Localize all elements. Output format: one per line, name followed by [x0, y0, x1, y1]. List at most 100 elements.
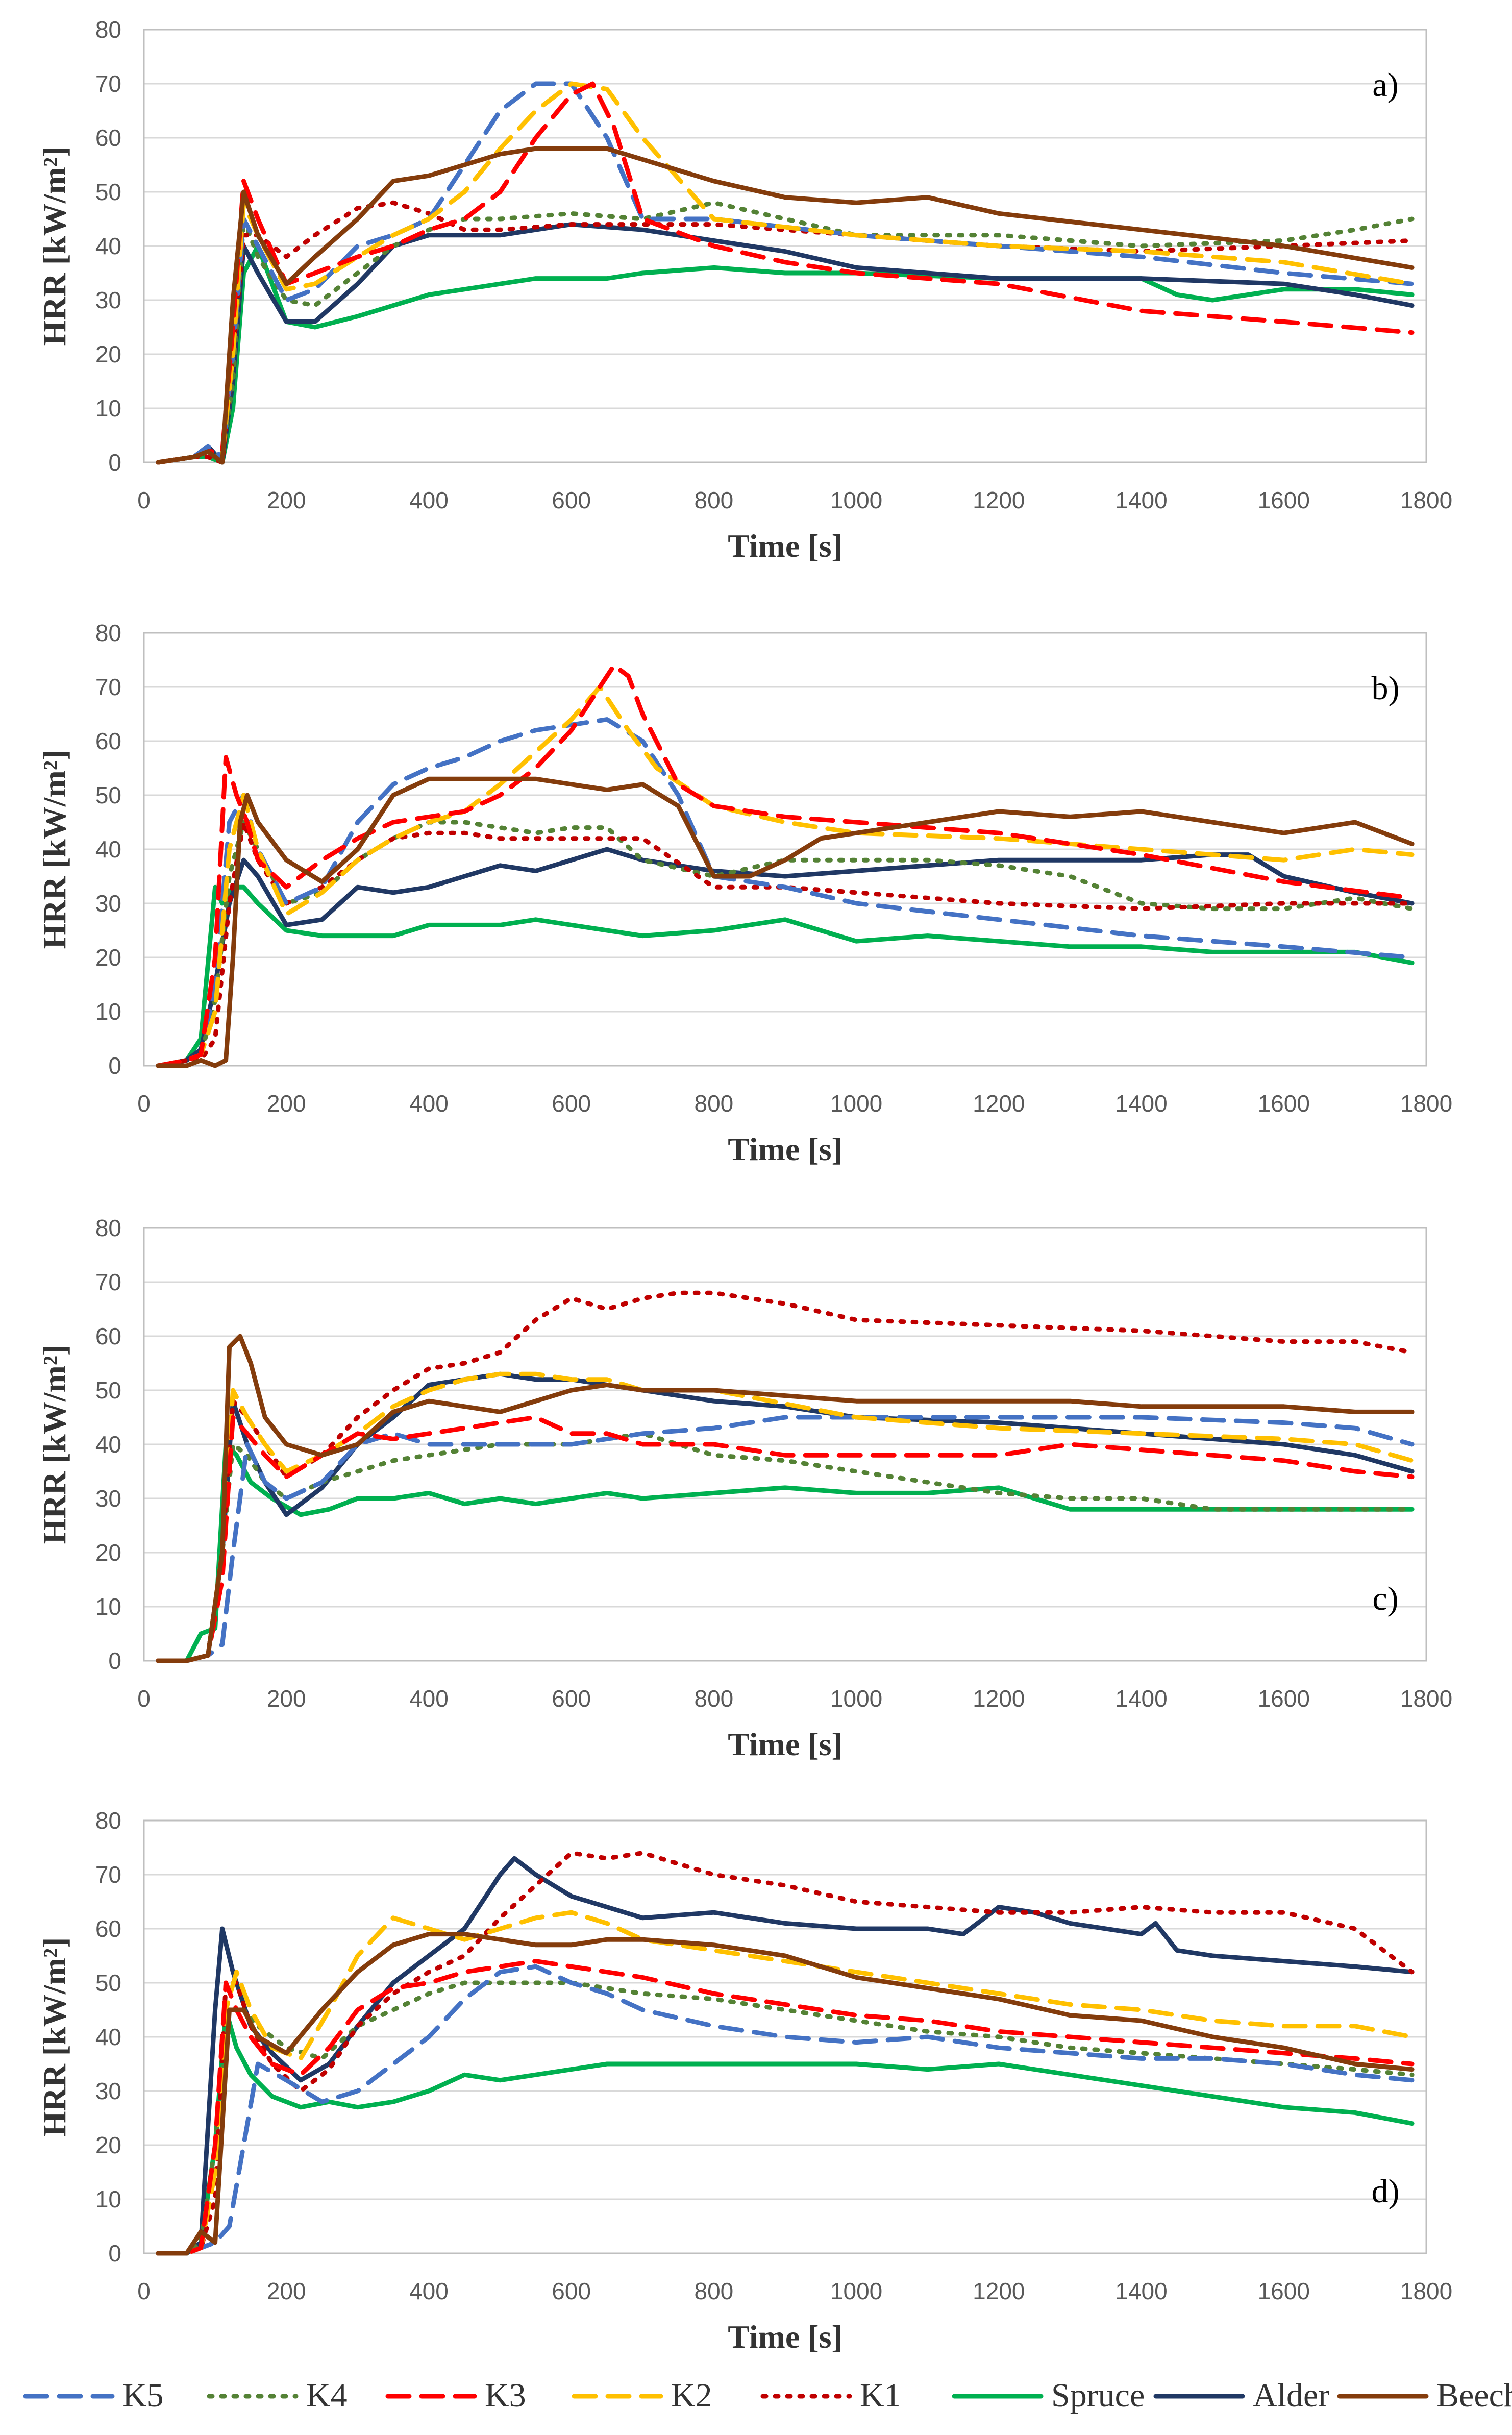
x-tick-label: 200: [267, 1685, 306, 1712]
x-tick-label: 1800: [1400, 2278, 1452, 2304]
series-line-k1: [156, 820, 1415, 1068]
series-line-spruce: [156, 2007, 1415, 2256]
x-tick-label: 1800: [1400, 487, 1452, 513]
series-line-k1: [156, 200, 1415, 465]
series-line-k5: [156, 1964, 1415, 2256]
plot-frame: [143, 632, 1427, 1067]
series-line-k1: [156, 1290, 1415, 1663]
y-tick-label: 10: [95, 998, 121, 1025]
y-tick-label: 0: [108, 449, 121, 476]
x-tick-label: 0: [137, 2278, 151, 2304]
y-tick-label: 30: [95, 287, 121, 313]
legend-label-k2: K2: [671, 2377, 712, 2414]
legend-label-beech: Beech: [1436, 2377, 1512, 2414]
x-tick-label: 1200: [973, 1685, 1025, 1712]
x-tick-label: 0: [137, 1685, 151, 1712]
x-tick-label: 800: [695, 1090, 734, 1117]
series-line-beech: [156, 776, 1415, 1068]
series-line-beech: [156, 1334, 1415, 1663]
series-line-spruce: [156, 1442, 1415, 1663]
series-line-k3: [156, 663, 1415, 1068]
series-line-k2: [156, 1910, 1415, 2256]
panel-label: a): [1372, 66, 1398, 104]
y-axis-title: HRR [kW/m²]: [36, 750, 72, 949]
y-tick-label: 60: [95, 728, 121, 754]
y-tick-label: 30: [95, 1485, 121, 1512]
y-tick-label: 40: [95, 233, 121, 259]
x-tick-label: 1000: [830, 1090, 882, 1117]
y-tick-label: 80: [95, 1215, 121, 1241]
y-tick-label: 20: [95, 1539, 121, 1566]
x-tick-label: 1400: [1115, 1685, 1167, 1712]
x-tick-label: 400: [409, 2278, 449, 2304]
y-tick-label: 50: [95, 179, 121, 205]
series-line-alder: [156, 1856, 1415, 2256]
x-axis-title: Time [s]: [728, 2319, 842, 2355]
y-tick-label: 50: [95, 1970, 121, 1996]
series-line-alder: [156, 222, 1415, 465]
x-tick-label: 400: [409, 1685, 449, 1712]
panel-label: b): [1372, 670, 1400, 707]
x-axis-title: Time [s]: [728, 528, 842, 564]
x-tick-label: 0: [137, 487, 151, 513]
legend-label-alder: Alder: [1253, 2377, 1329, 2414]
y-tick-label: 50: [95, 1377, 121, 1404]
x-tick-label: 200: [267, 1090, 306, 1117]
x-tick-label: 1000: [830, 487, 882, 513]
y-tick-label: 50: [95, 782, 121, 808]
x-tick-label: 1600: [1258, 487, 1310, 513]
y-tick-label: 40: [95, 2024, 121, 2050]
series-line-k4: [156, 200, 1415, 465]
x-tick-label: 200: [267, 487, 306, 513]
y-tick-label: 30: [95, 890, 121, 917]
y-tick-label: 60: [95, 1915, 121, 1942]
x-tick-label: 400: [409, 487, 449, 513]
x-tick-label: 1800: [1400, 1685, 1452, 1712]
plot-frame: [143, 29, 1427, 463]
y-tick-label: 0: [108, 2240, 121, 2267]
y-tick-label: 70: [95, 1861, 121, 1888]
series-line-k4: [156, 1431, 1415, 1663]
y-tick-label: 10: [95, 395, 121, 422]
x-tick-label: 800: [695, 2278, 734, 2304]
y-tick-label: 0: [108, 1647, 121, 1674]
y-axis-title: HRR [kW/m²]: [36, 146, 72, 346]
y-tick-label: 70: [95, 1269, 121, 1295]
y-tick-label: 60: [95, 1323, 121, 1349]
x-tick-label: 800: [695, 487, 734, 513]
y-tick-label: 70: [95, 674, 121, 700]
y-tick-label: 60: [95, 125, 121, 151]
y-tick-label: 30: [95, 2078, 121, 2104]
series-line-spruce: [156, 884, 1415, 1068]
x-tick-label: 1600: [1258, 2278, 1310, 2304]
series-line-k5: [156, 717, 1415, 1068]
legend-label-k4: K4: [306, 2377, 348, 2414]
legend-label-spruce: Spruce: [1051, 2377, 1145, 2414]
x-tick-label: 600: [552, 487, 591, 513]
series-line-k3: [156, 1959, 1415, 2256]
y-tick-label: 20: [95, 944, 121, 971]
series-line-k4: [156, 1980, 1415, 2256]
y-tick-label: 20: [95, 2132, 121, 2158]
x-tick-label: 600: [552, 1090, 591, 1117]
x-tick-label: 1400: [1115, 2278, 1167, 2304]
series-line-k2: [156, 684, 1415, 1068]
x-tick-label: 200: [267, 2278, 306, 2304]
x-tick-label: 1600: [1258, 1090, 1310, 1117]
legend-label-k3: K3: [485, 2377, 526, 2414]
y-tick-label: 40: [95, 836, 121, 863]
series-line-k4: [156, 820, 1415, 1068]
y-tick-label: 70: [95, 70, 121, 97]
y-axis-title: HRR [kW/m²]: [36, 1937, 72, 2137]
legend: K5 K4 K3 K2 K1 Spruce Alder Beech: [23, 2377, 1512, 2414]
series-line-k3: [156, 1415, 1415, 1663]
series-line-beech: [156, 1932, 1415, 2256]
y-tick-label: 10: [95, 1593, 121, 1620]
x-tick-label: 1600: [1258, 1685, 1310, 1712]
series-line-k2: [156, 1371, 1415, 1663]
series-line-alder: [156, 1371, 1415, 1663]
x-tick-label: 0: [137, 1090, 151, 1117]
